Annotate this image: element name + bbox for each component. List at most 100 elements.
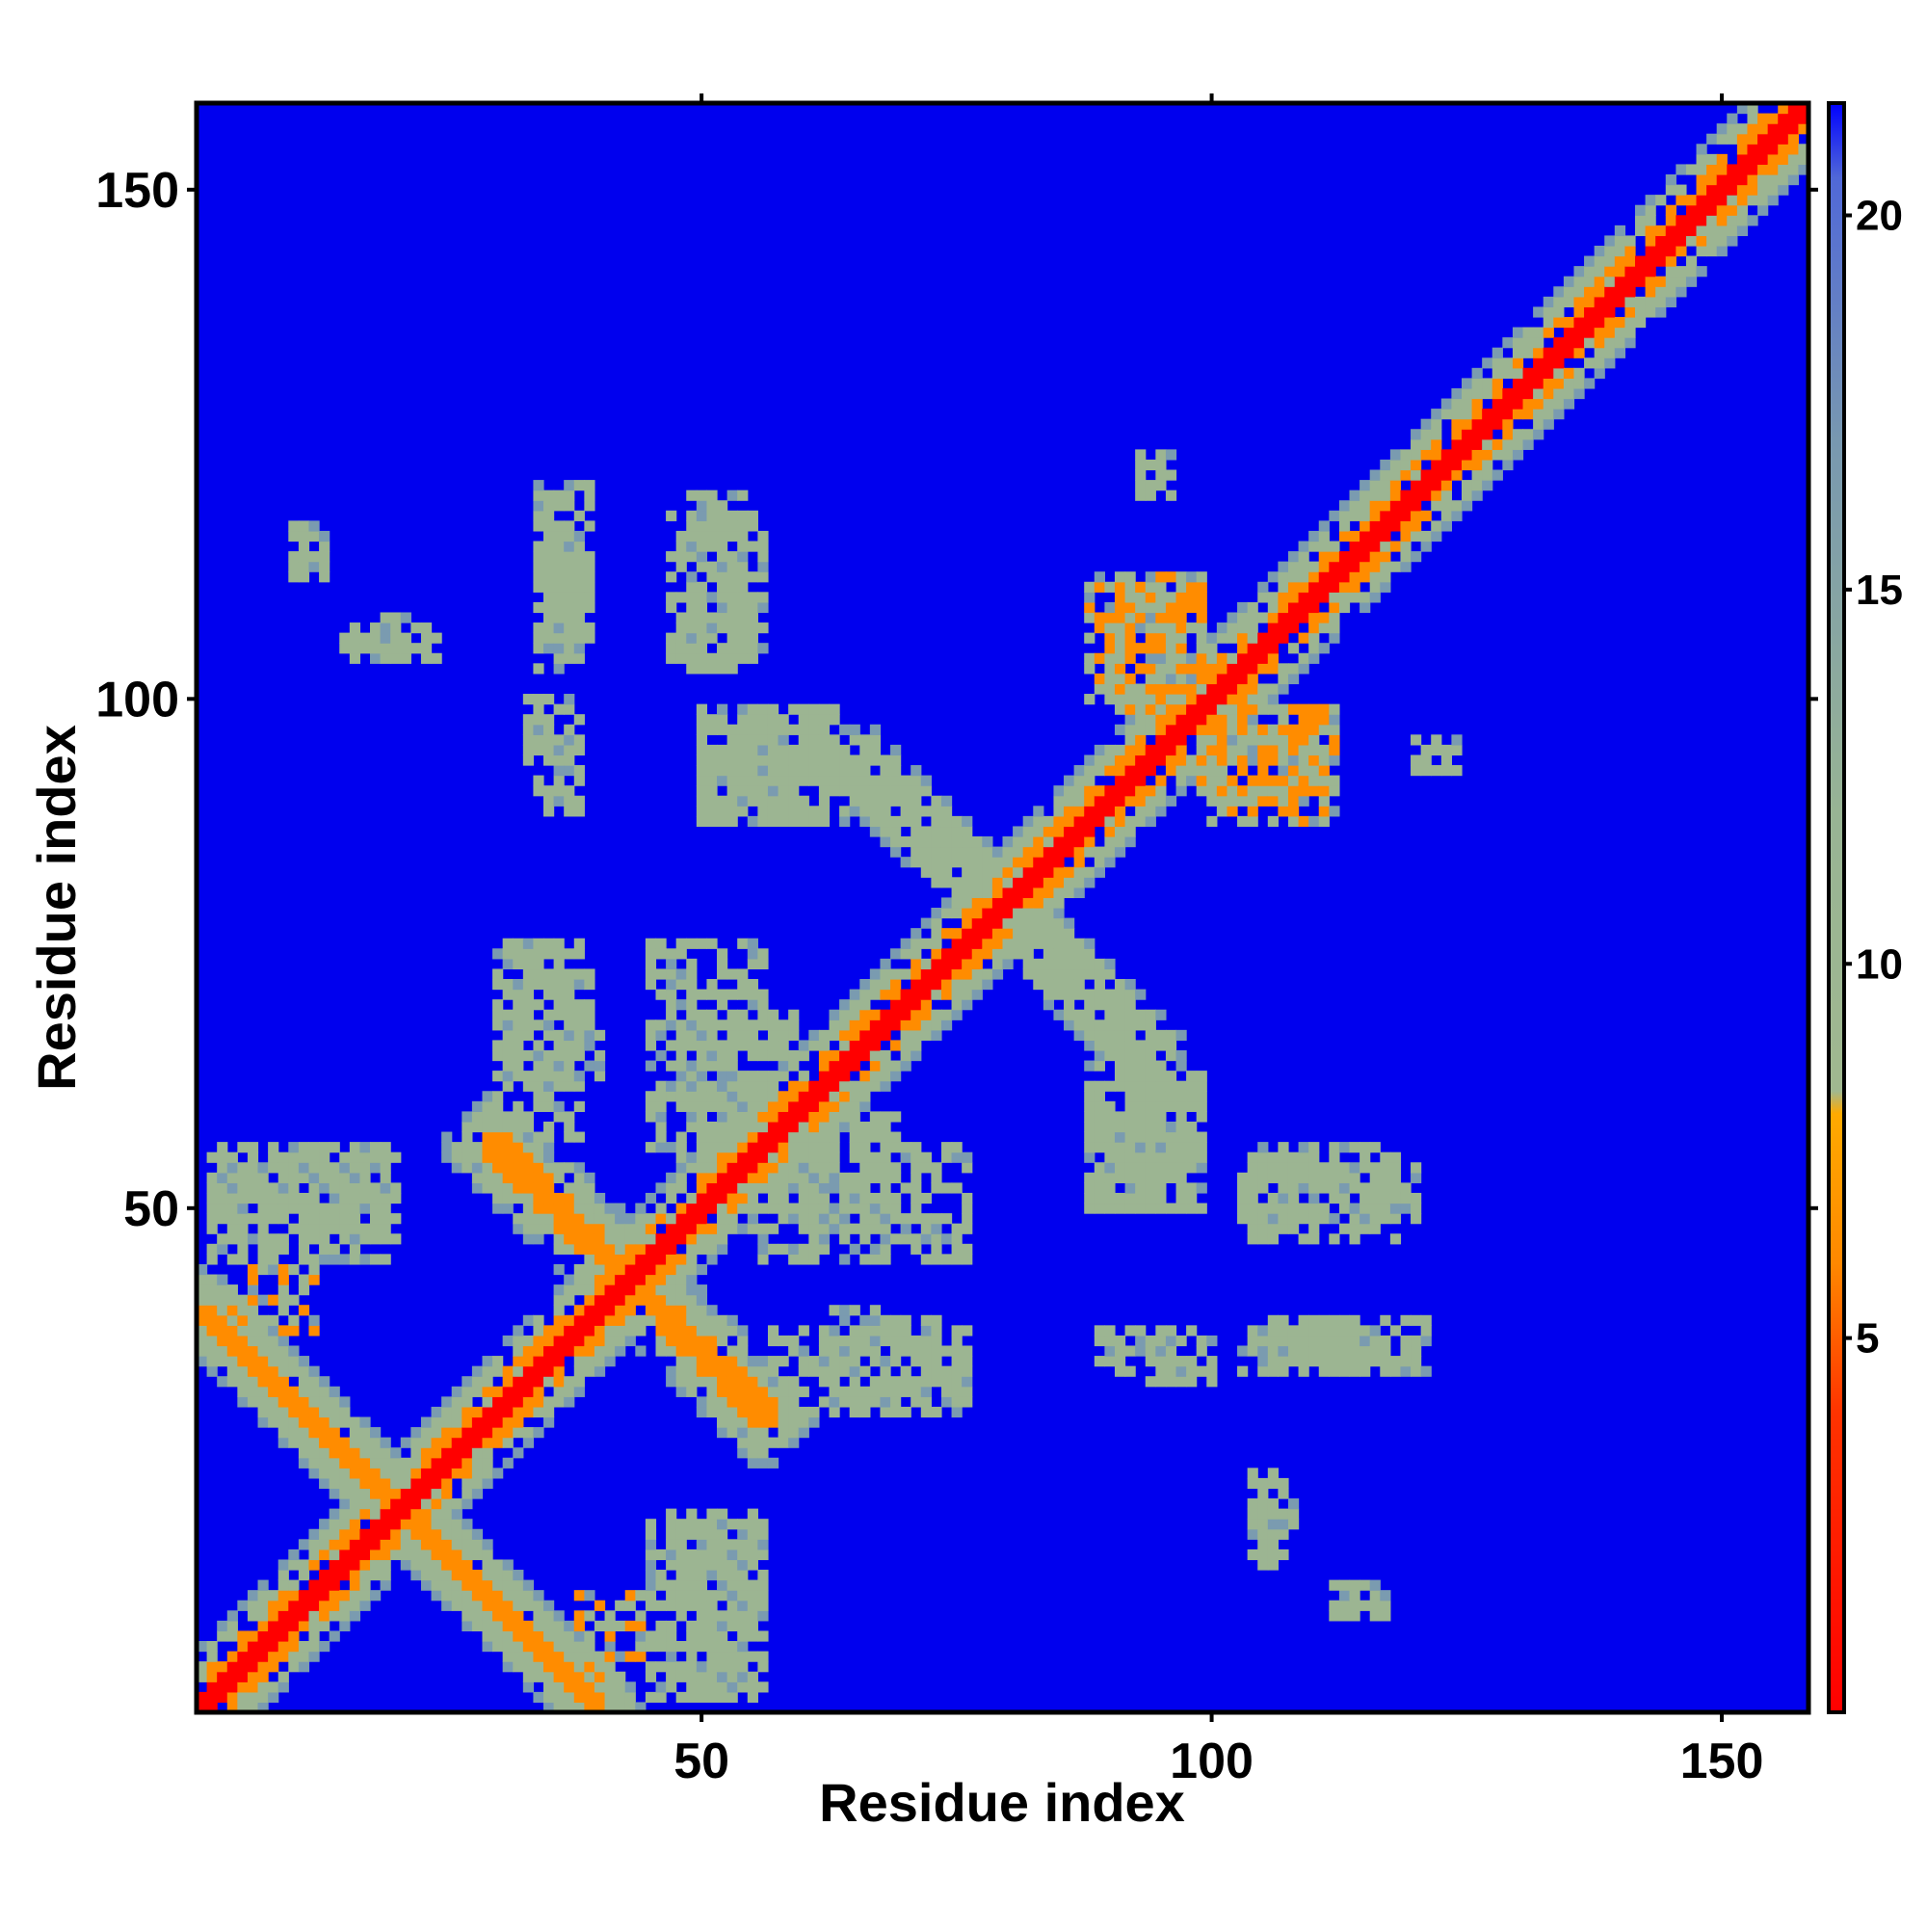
heatmap-cell [1349, 1365, 1360, 1377]
heatmap-cell [1267, 734, 1279, 746]
heatmap-cells [197, 103, 1809, 1713]
heatmap-cell [839, 1233, 851, 1245]
heatmap-cell [645, 1243, 657, 1255]
heatmap-cell [645, 1142, 657, 1153]
heatmap-cell [1247, 632, 1258, 644]
heatmap-cell [197, 1294, 208, 1306]
heatmap-cell [747, 612, 758, 623]
heatmap-cell [1145, 1100, 1156, 1112]
heatmap-cell [543, 795, 555, 807]
heatmap-cell [767, 1172, 779, 1183]
heatmap-cell [553, 1376, 565, 1388]
heatmap-cell [543, 541, 555, 552]
heatmap-cell [1196, 1131, 1207, 1143]
heatmap-cell [1604, 245, 1616, 257]
heatmap-cell [1380, 1314, 1391, 1326]
heatmap-cell [1624, 296, 1636, 307]
heatmap-cell [818, 1091, 831, 1102]
heatmap-cell [666, 1142, 677, 1153]
heatmap-cell [553, 1335, 565, 1347]
heatmap-cell [696, 775, 708, 786]
heatmap-cell [197, 1325, 208, 1337]
heatmap-cell [931, 1223, 942, 1234]
heatmap-cell [940, 1386, 953, 1397]
heatmap-cell [717, 1192, 728, 1204]
heatmap-cell [788, 765, 800, 777]
heatmap-cell [880, 1049, 891, 1062]
heatmap-cell [1471, 438, 1483, 450]
heatmap-cell [859, 1100, 871, 1112]
heatmap-cell [931, 1029, 942, 1042]
heatmap-cell [288, 571, 300, 583]
heatmap-cell [666, 1284, 677, 1296]
heatmap-cell [717, 1131, 728, 1143]
heatmap-cell [584, 1345, 595, 1357]
heatmap-cell [1114, 694, 1126, 705]
heatmap-cell [890, 1071, 902, 1082]
heatmap-cell [675, 561, 687, 572]
heatmap-cell [1104, 826, 1116, 837]
heatmap-cell [471, 1579, 484, 1591]
heatmap-cell [788, 1376, 800, 1388]
heatmap-cell [1165, 1121, 1177, 1133]
heatmap-cell [1104, 683, 1116, 695]
heatmap-cell [482, 1620, 493, 1632]
heatmap-cell [706, 754, 718, 766]
heatmap-cell [604, 1325, 616, 1337]
heatmap-cell [564, 1111, 575, 1123]
heatmap-cell [584, 1294, 595, 1306]
heatmap-cell [645, 1263, 657, 1276]
heatmap-cell [726, 1172, 738, 1183]
heatmap-cell [522, 1162, 535, 1174]
heatmap-cell [1329, 1610, 1340, 1622]
heatmap-cell [880, 1029, 891, 1042]
heatmap-cell [1084, 1060, 1095, 1072]
heatmap-cell [584, 632, 595, 644]
heatmap-cell [962, 938, 973, 949]
heatmap-cell [900, 1335, 911, 1347]
heatmap-cell [513, 1029, 524, 1042]
heatmap-cell [1318, 612, 1330, 623]
heatmap-cell [431, 1457, 442, 1469]
heatmap-cell [808, 1121, 820, 1133]
heatmap-cell [1349, 1345, 1360, 1357]
heatmap-cell [666, 1325, 677, 1337]
heatmap-cell [1369, 1223, 1381, 1234]
heatmap-cell [1461, 398, 1473, 410]
heatmap-cell [564, 571, 575, 583]
heatmap-cell [553, 734, 565, 746]
heatmap-cell [1135, 1325, 1147, 1337]
heatmap-cell [1400, 561, 1412, 572]
heatmap-cell [737, 1365, 749, 1377]
heatmap-cell [329, 1477, 340, 1490]
heatmap-cell [277, 1335, 289, 1347]
heatmap-cell [308, 1274, 320, 1285]
heatmap-cell [737, 530, 749, 543]
heatmap-cell [951, 1335, 963, 1347]
heatmap-cell [1186, 601, 1198, 614]
heatmap-cell [533, 1049, 544, 1062]
heatmap-cell [573, 1620, 585, 1632]
heatmap-cell [1196, 785, 1207, 797]
heatmap-cell [288, 1182, 300, 1194]
heatmap-cell [522, 948, 535, 960]
heatmap-cell [1369, 1579, 1381, 1591]
heatmap-cell [1604, 337, 1616, 349]
heatmap-cell [1247, 1548, 1258, 1561]
heatmap-cell [1084, 694, 1095, 705]
heatmap-cell [1543, 387, 1554, 400]
heatmap-cell [226, 1630, 238, 1642]
heatmap-cell [982, 846, 993, 858]
heatmap-cell [1267, 632, 1279, 644]
heatmap-cell [1104, 857, 1116, 868]
heatmap-cell [471, 1162, 484, 1174]
heatmap-cell [788, 1203, 800, 1214]
heatmap-cell [1135, 490, 1147, 501]
heatmap-cell [1175, 1060, 1187, 1072]
heatmap-cell [1634, 266, 1647, 278]
heatmap-cell [1298, 815, 1309, 828]
heatmap-cell [492, 1590, 504, 1601]
heatmap-cell [1257, 1182, 1269, 1194]
